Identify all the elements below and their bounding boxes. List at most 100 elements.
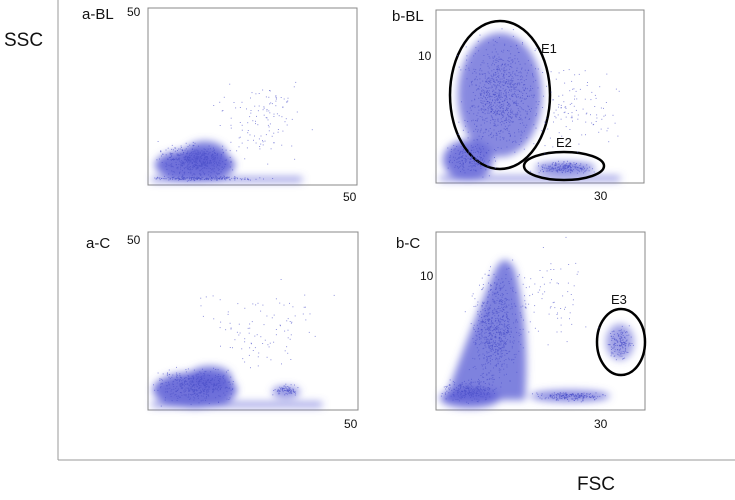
event-dot: [625, 344, 627, 346]
event-dot: [204, 371, 206, 373]
event-dot: [577, 166, 579, 168]
event-dot: [495, 160, 496, 162]
event-dot: [465, 383, 467, 385]
event-dot: [171, 400, 173, 402]
event-dot: [508, 61, 510, 62]
event-dot: [223, 167, 225, 169]
event-dot: [495, 77, 497, 79]
event-dot: [562, 395, 564, 396]
event-dot: [171, 170, 173, 172]
event-dot: [183, 152, 185, 154]
event-dot: [236, 177, 238, 179]
event-dot: [196, 389, 197, 391]
event-dot: [502, 110, 504, 112]
event-dot: [190, 168, 191, 170]
event-dot: [561, 398, 563, 400]
event-dot: [481, 102, 483, 104]
event-dot: [510, 65, 512, 67]
event-dot: [211, 384, 213, 385]
event-dot: [506, 330, 508, 332]
event-dot: [197, 177, 199, 179]
event-dot: [456, 146, 458, 147]
event-dot: [487, 318, 489, 320]
event-dot: [507, 64, 509, 66]
event-dot: [194, 389, 196, 391]
event-dot: [458, 157, 460, 158]
event-dot: [496, 67, 498, 69]
event-dot: [535, 115, 537, 117]
event-dot: [218, 374, 220, 375]
event-dot: [480, 159, 482, 161]
event-dot: [479, 116, 481, 117]
event-dot: [224, 177, 226, 179]
event-dot: [505, 274, 507, 276]
event-dot: [487, 378, 489, 380]
event-dot: [505, 297, 507, 299]
event-dot: [619, 338, 621, 340]
event-dot: [224, 177, 226, 179]
event-dot: [188, 393, 190, 395]
event-dot: [482, 342, 484, 344]
event-dot: [493, 292, 495, 294]
event-dot: [495, 62, 497, 63]
event-dot: [212, 159, 214, 161]
event-dot: [473, 306, 475, 307]
event-dot: [181, 386, 183, 388]
event-dot: [493, 134, 495, 136]
event-dot: [255, 123, 256, 125]
event-dot: [220, 387, 222, 389]
event-dot: [480, 149, 482, 151]
event-dot: [585, 326, 587, 328]
event-dot: [239, 122, 241, 123]
event-dot: [498, 66, 500, 68]
event-dot: [499, 82, 501, 84]
event-dot: [197, 393, 198, 395]
event-dot: [483, 301, 485, 303]
event-dot: [292, 306, 294, 308]
event-dot: [502, 281, 504, 283]
event-dot: [483, 315, 485, 317]
event-dot: [210, 179, 212, 181]
event-dot: [184, 157, 186, 159]
event-dot: [475, 151, 476, 153]
event-dot: [620, 351, 622, 353]
event-dot: [495, 91, 497, 93]
event-dot: [201, 382, 203, 384]
event-dot: [481, 329, 483, 331]
event-dot: [219, 125, 221, 126]
event-dot: [482, 301, 484, 303]
event-dot: [561, 395, 562, 397]
event-dot: [482, 396, 484, 398]
event-dot: [471, 165, 473, 167]
event-dot: [508, 91, 509, 93]
event-dot: [482, 287, 484, 289]
event-dot: [568, 164, 570, 166]
event-dot: [254, 347, 256, 349]
event-dot: [501, 346, 503, 348]
event-dot: [490, 337, 492, 339]
event-dot: [509, 86, 511, 88]
event-dot: [476, 89, 477, 91]
event-dot: [491, 311, 493, 313]
event-dot: [466, 59, 468, 61]
event-dot: [234, 178, 236, 180]
event-dot: [499, 348, 501, 350]
event-dot: [492, 300, 494, 302]
event-dot: [478, 147, 480, 149]
event-dot: [516, 44, 518, 46]
event-dot: [600, 107, 602, 109]
event-dot: [170, 159, 172, 161]
event-dot: [488, 77, 490, 79]
event-dot: [488, 90, 490, 92]
event-dot: [506, 73, 508, 75]
event-dot: [518, 72, 520, 74]
event-dot: [224, 176, 225, 178]
event-dot: [213, 384, 215, 386]
event-dot: [628, 344, 630, 345]
event-dot: [191, 394, 193, 396]
event-dot: [501, 306, 503, 308]
event-dot: [503, 330, 505, 331]
event-dot: [509, 57, 511, 59]
event-dot: [232, 169, 234, 171]
event-dot: [530, 88, 531, 90]
